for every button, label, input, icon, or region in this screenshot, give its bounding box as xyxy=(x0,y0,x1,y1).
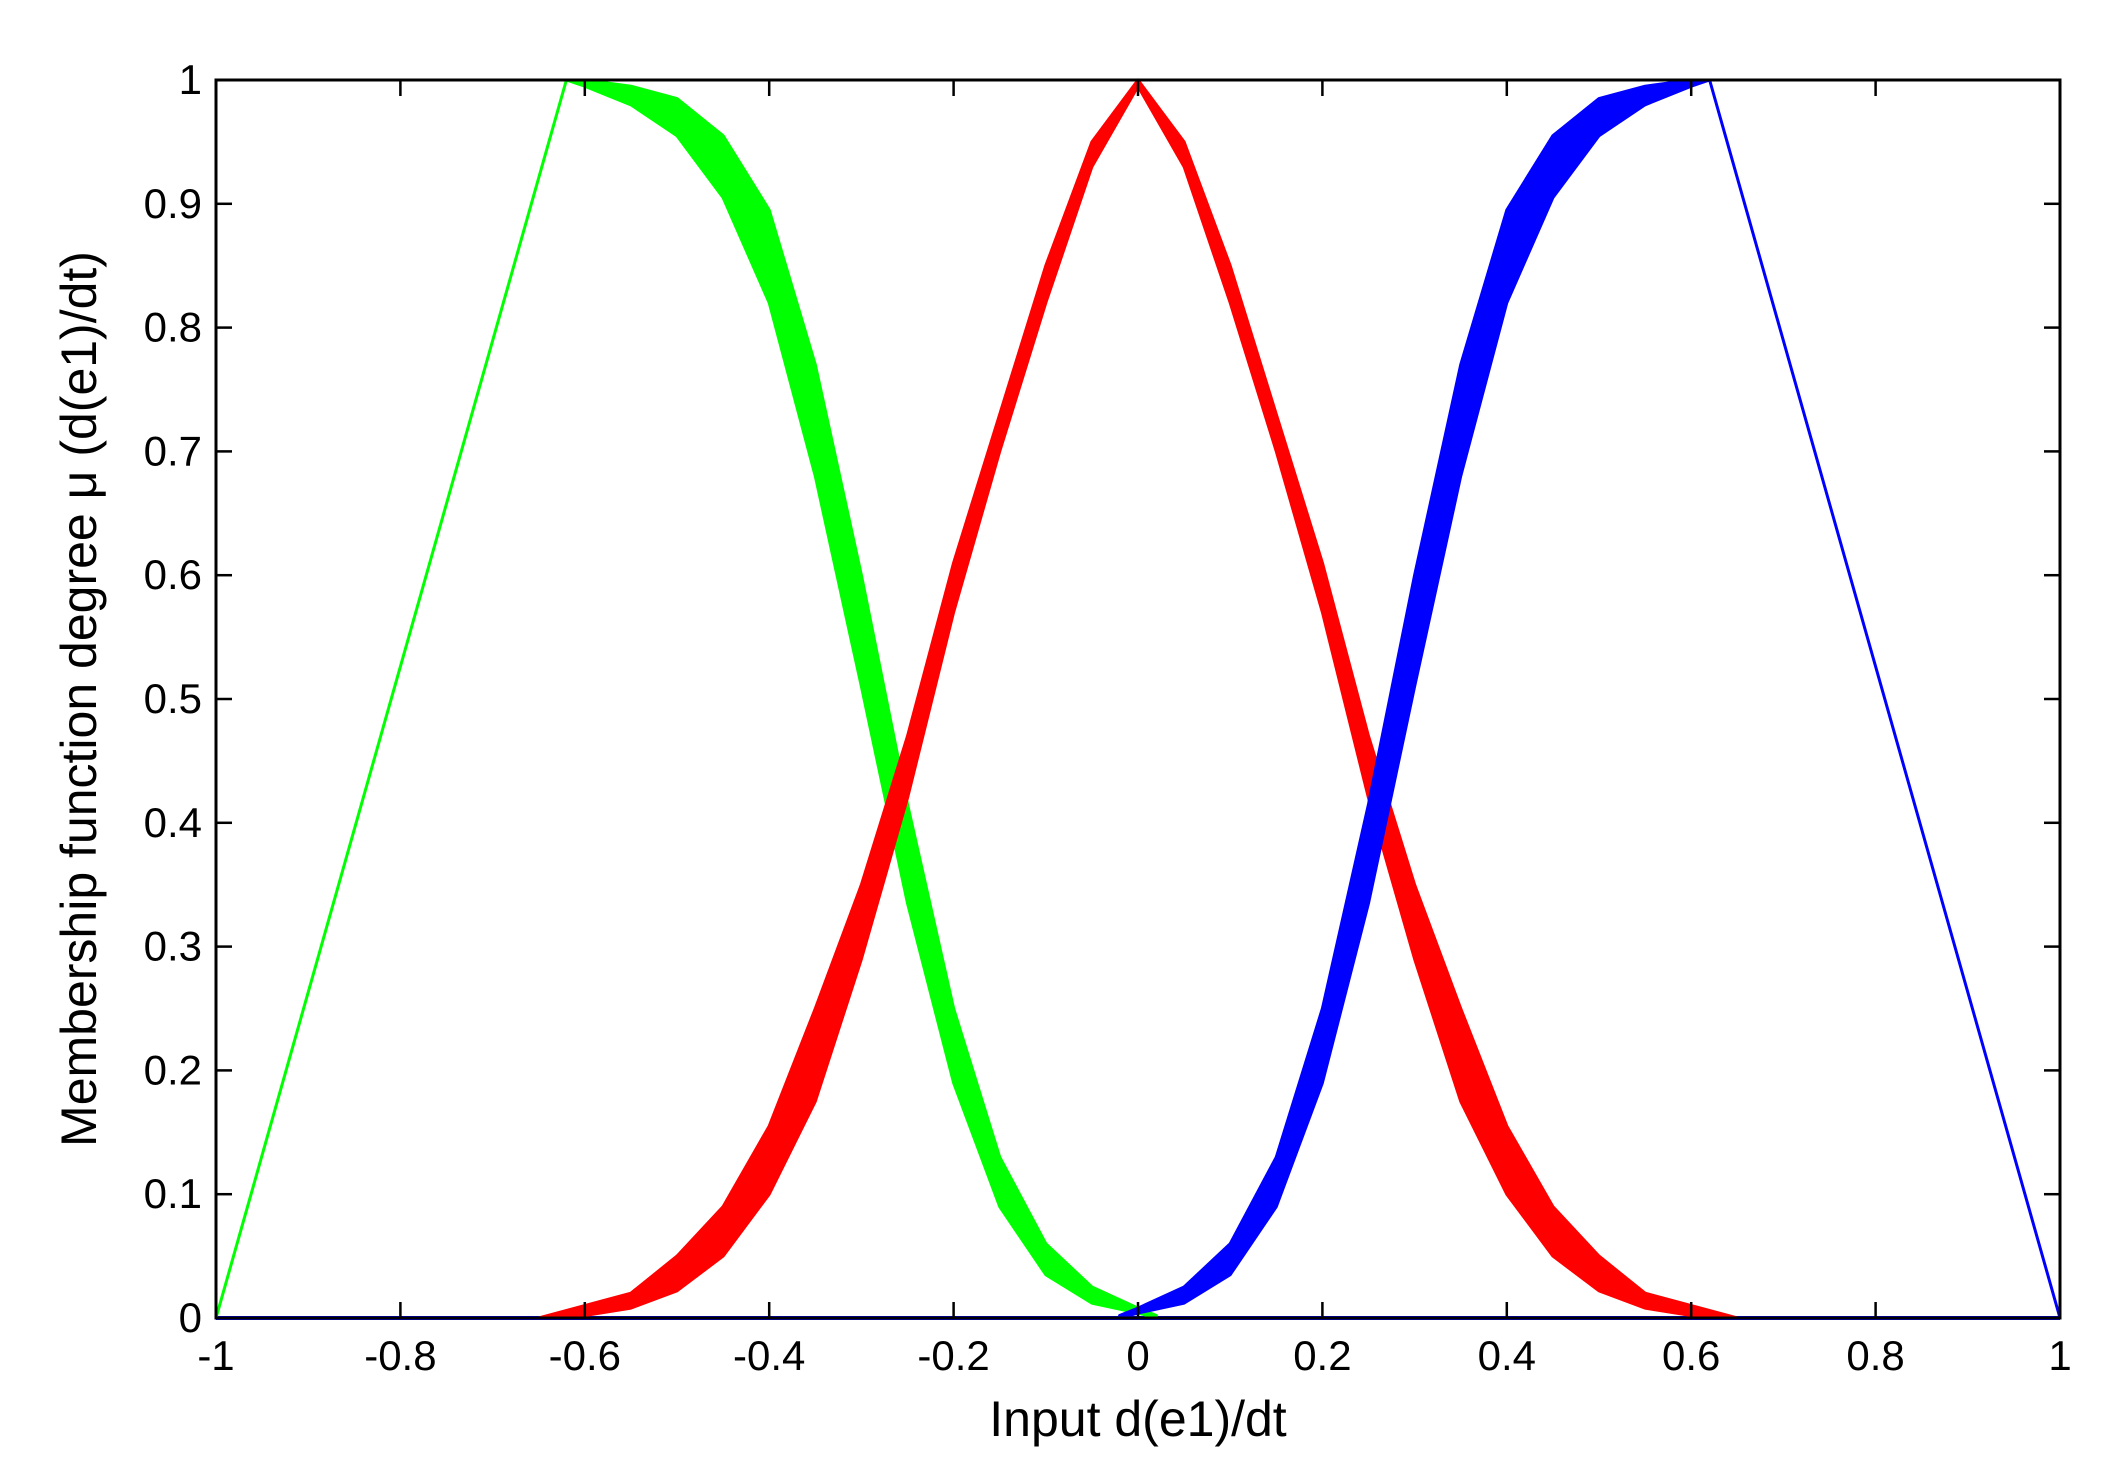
x-tick-label: 0.2 xyxy=(1293,1332,1351,1379)
membership-band-1 xyxy=(537,78,1739,1320)
x-tick-label: -0.8 xyxy=(364,1332,436,1379)
x-tick-label: 0.8 xyxy=(1846,1332,1904,1379)
membership-bands xyxy=(214,78,2062,1320)
x-tick-label: 1 xyxy=(2048,1332,2071,1379)
x-tick-label: 0 xyxy=(1126,1332,1149,1379)
plot-frame xyxy=(214,78,2062,1320)
x-axis-title: Input d(e1)/dt xyxy=(989,1391,1287,1447)
axis-ticks: -1 -0.8 -0.6 -0.4 -0.2 0 0.2 0.4 0.6 0.8 1 0 0.1 0.2 0… xyxy=(144,56,2072,1379)
x-tick-label: -0.4 xyxy=(733,1332,805,1379)
y-tick-label: 0.7 xyxy=(144,427,202,474)
y-tick-label: 0.2 xyxy=(144,1046,202,1093)
y-tick-label: 1 xyxy=(179,56,202,103)
x-tick-label: -1 xyxy=(197,1332,234,1379)
y-tick-label: 0.4 xyxy=(144,799,202,846)
y-tick-label: 0.8 xyxy=(144,304,202,351)
x-tick-label: 0.4 xyxy=(1478,1332,1536,1379)
membership-band-2 xyxy=(1118,78,2062,1320)
membership-band-0 xyxy=(214,78,1158,1320)
y-tick-label: 0.5 xyxy=(144,675,202,722)
y-tick-label: 0.3 xyxy=(144,923,202,970)
x-tick-label: -0.2 xyxy=(917,1332,989,1379)
x-tick-label: -0.6 xyxy=(549,1332,621,1379)
y-tick-label: 0.1 xyxy=(144,1170,202,1217)
y-tick-label: 0 xyxy=(179,1294,202,1341)
x-tick-label: 0.6 xyxy=(1662,1332,1720,1379)
y-tick-label: 0.6 xyxy=(144,551,202,598)
y-tick-label: 0.9 xyxy=(144,180,202,227)
y-axis-title: Membership function degree μ (d(e1)/dt) xyxy=(51,251,107,1147)
